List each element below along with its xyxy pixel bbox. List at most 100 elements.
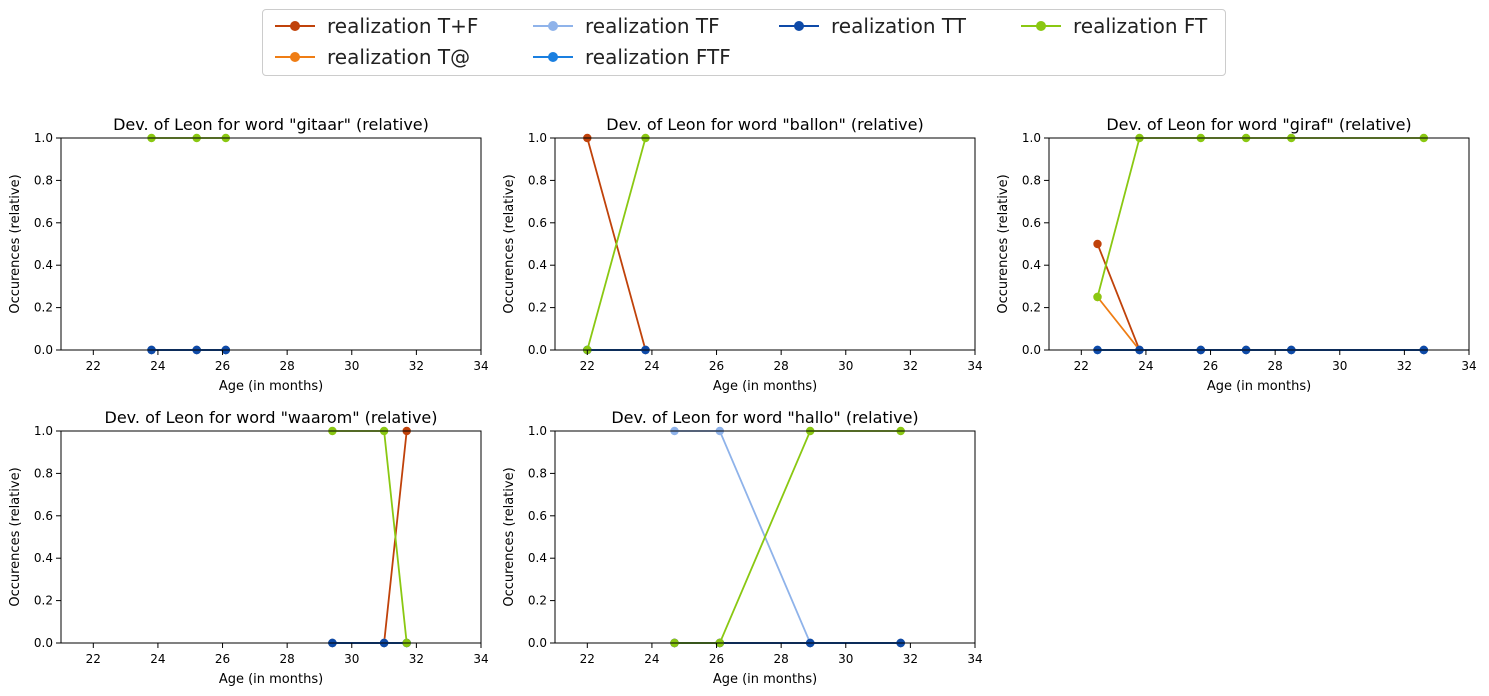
x-tick-label: 32 [409, 359, 424, 373]
legend-item: realization TF [533, 14, 720, 38]
x-tick-label: 24 [644, 652, 659, 666]
x-tick-label: 30 [838, 652, 853, 666]
y-tick-label: 0.8 [1022, 173, 1041, 187]
x-tick-label: 26 [215, 359, 230, 373]
chart-title: Dev. of Leon for word "waarom" (relative… [105, 408, 438, 427]
plot-frame [1048, 137, 1470, 351]
data-point [1093, 239, 1102, 249]
series-group [670, 426, 905, 648]
y-tick-label: 0.8 [34, 173, 53, 187]
chart-panel: Dev. of Leon for word "hallo" (relative)… [502, 408, 983, 687]
x-tick-label: 32 [903, 359, 918, 373]
y-tick-label: 0.6 [528, 509, 547, 523]
y-tick-label: 1.0 [34, 424, 53, 438]
legend-label: realization TF [585, 14, 720, 38]
y-tick-label: 0.0 [528, 636, 547, 650]
chart-panel: Dev. of Leon for word "waarom" (relative… [8, 408, 489, 687]
chart-legend: realization T+F realization T@ realization… [262, 9, 1226, 76]
x-axis-label: Age (in months) [1207, 379, 1311, 394]
legend-item: realization TT [779, 14, 966, 38]
x-tick-label: 24 [150, 359, 165, 373]
x-tick-label: 22 [580, 359, 595, 373]
legend-label: realization TT [831, 14, 966, 38]
x-tick-label: 22 [86, 359, 101, 373]
x-tick-label: 26 [709, 359, 724, 373]
y-tick-label: 1.0 [34, 131, 53, 145]
legend-swatch [275, 45, 315, 69]
x-tick-label: 28 [774, 359, 789, 373]
series-group [583, 133, 650, 355]
x-tick-label: 30 [838, 359, 853, 373]
chart-title: Dev. of Leon for word "hallo" (relative) [611, 408, 918, 427]
chart-title: Dev. of Leon for word "gitaar" (relative… [113, 115, 429, 134]
x-tick-label: 26 [709, 652, 724, 666]
legend-swatch [779, 14, 819, 38]
y-tick-label: 1.0 [528, 424, 547, 438]
x-tick-label: 28 [280, 652, 295, 666]
legend-label: realization FT [1073, 14, 1208, 38]
y-axis-label: Occurences (relative) [502, 467, 517, 606]
y-tick-label: 0.4 [34, 551, 53, 565]
series-group [147, 133, 230, 355]
x-tick-label: 30 [1332, 359, 1347, 373]
plot-frame [554, 137, 976, 351]
y-tick-label: 0.6 [528, 216, 547, 230]
y-tick-label: 1.0 [528, 131, 547, 145]
x-axis-label: Age (in months) [219, 672, 323, 687]
x-tick-label: 24 [150, 652, 165, 666]
x-tick-label: 34 [967, 359, 982, 373]
y-axis-label: Occurences (relative) [996, 174, 1011, 313]
y-tick-label: 0.0 [34, 636, 53, 650]
y-axis-label: Occurences (relative) [502, 174, 517, 313]
legend-swatch [1021, 14, 1061, 38]
data-point [1093, 292, 1102, 302]
x-axis-label: Age (in months) [713, 672, 817, 687]
plot-frame [60, 137, 482, 351]
plot-frame [60, 430, 482, 644]
y-tick-label: 0.4 [528, 551, 547, 565]
legend-item: realization T@ [275, 45, 470, 69]
chart-panel: Dev. of Leon for word "gitaar" (relative… [8, 115, 489, 394]
legend-item: realization T+F [275, 14, 478, 38]
series-line [1096, 137, 1424, 298]
series-line [1096, 243, 1424, 351]
chart-panel: Dev. of Leon for word "giraf" (relative)… [996, 115, 1477, 394]
y-tick-label: 0.8 [34, 466, 53, 480]
x-tick-label: 28 [280, 359, 295, 373]
y-tick-label: 1.0 [1022, 131, 1041, 145]
y-tick-label: 0.2 [1022, 301, 1041, 315]
chart-title: Dev. of Leon for word "giraf" (relative) [1106, 115, 1411, 134]
legend-swatch [533, 14, 573, 38]
x-tick-label: 32 [409, 652, 424, 666]
legend-swatch [533, 45, 573, 69]
legend-label: realization FTF [585, 45, 731, 69]
x-tick-label: 34 [1461, 359, 1476, 373]
x-tick-label: 28 [774, 652, 789, 666]
y-tick-label: 0.4 [528, 258, 547, 272]
plot-frame [554, 430, 976, 644]
x-tick-label: 22 [580, 652, 595, 666]
y-tick-label: 0.2 [34, 594, 53, 608]
series-line [674, 430, 901, 644]
x-tick-label: 30 [344, 652, 359, 666]
series-group [1093, 133, 1429, 355]
x-tick-label: 24 [644, 359, 659, 373]
x-tick-label: 34 [473, 652, 488, 666]
x-tick-label: 34 [967, 652, 982, 666]
y-tick-label: 0.0 [1022, 343, 1041, 357]
y-axis-label: Occurences (relative) [8, 467, 23, 606]
x-axis-label: Age (in months) [713, 379, 817, 394]
y-tick-label: 0.8 [528, 466, 547, 480]
y-tick-label: 0.0 [34, 343, 53, 357]
chart-panel: Dev. of Leon for word "ballon" (relative… [502, 115, 983, 394]
y-tick-label: 0.8 [528, 173, 547, 187]
x-tick-label: 32 [903, 652, 918, 666]
x-axis-label: Age (in months) [219, 379, 323, 394]
legend-label: realization T+F [327, 14, 479, 38]
y-tick-label: 0.6 [1022, 216, 1041, 230]
x-tick-label: 26 [1203, 359, 1218, 373]
legend-item: realization FTF [533, 45, 731, 69]
x-tick-label: 22 [86, 652, 101, 666]
x-tick-label: 32 [1397, 359, 1412, 373]
